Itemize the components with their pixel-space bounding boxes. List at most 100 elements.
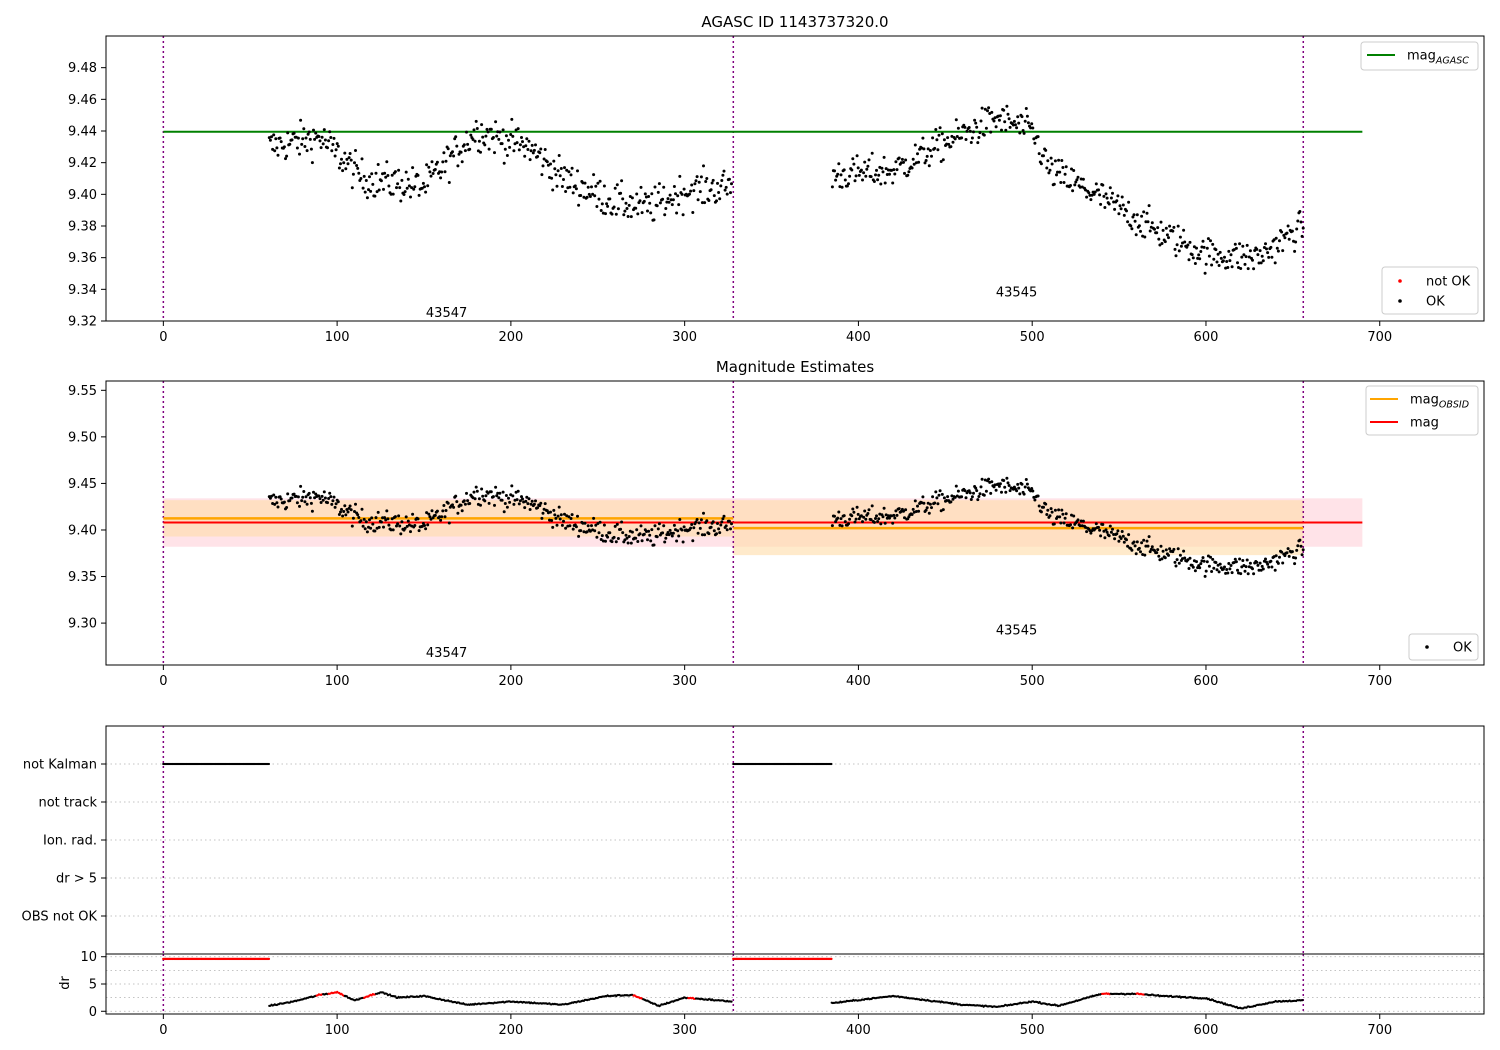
data-point [864, 174, 868, 178]
data-point [516, 127, 520, 131]
data-point [590, 185, 593, 189]
data-point [593, 529, 597, 533]
data-point [663, 213, 667, 217]
data-point [984, 489, 988, 493]
data-point [975, 125, 979, 129]
data-point [1251, 258, 1254, 262]
data-point [455, 144, 459, 148]
data-point [653, 185, 657, 189]
data-point [517, 502, 521, 506]
data-point [1058, 515, 1062, 519]
data-point [557, 505, 561, 509]
data-point [610, 212, 614, 216]
data-point [465, 491, 468, 495]
data-point [1049, 156, 1053, 160]
data-point [452, 154, 456, 158]
data-point [852, 510, 856, 514]
data-point [861, 178, 864, 182]
data-point [891, 181, 895, 185]
data-point [928, 149, 932, 152]
data-point [987, 106, 991, 110]
data-point [536, 155, 540, 158]
data-point [320, 494, 324, 498]
data-point [942, 138, 946, 142]
y-tick-label: 9.34 [68, 283, 97, 298]
flag-point [830, 762, 833, 766]
data-point [534, 143, 537, 147]
data-point [904, 158, 908, 162]
data-point [456, 511, 460, 515]
data-point [1159, 544, 1163, 548]
data-point [585, 530, 589, 534]
data-point [851, 157, 855, 161]
data-point [665, 200, 669, 204]
data-point [365, 196, 369, 200]
data-point [1195, 560, 1198, 564]
data-point [497, 496, 501, 500]
data-point [1173, 247, 1177, 251]
data-point [1270, 565, 1274, 569]
data-point [403, 526, 407, 530]
data-point [1144, 544, 1148, 548]
data-point [1072, 169, 1076, 172]
data-point [377, 525, 381, 529]
data-point [636, 540, 640, 543]
data-point [857, 517, 861, 521]
data-point [624, 533, 628, 537]
data-point [1046, 508, 1050, 512]
data-point [895, 168, 899, 172]
data-point [963, 125, 967, 129]
data-point [593, 194, 597, 198]
axes-frame [105, 35, 1485, 322]
flag-point [267, 762, 270, 766]
data-point [588, 529, 592, 533]
data-point [921, 495, 925, 499]
data-point [441, 509, 445, 513]
data-point [1176, 224, 1180, 228]
data-point [393, 170, 397, 174]
data-point [1005, 476, 1009, 480]
data-point [286, 131, 290, 135]
data-point [393, 515, 397, 519]
data-point [600, 202, 604, 206]
data-point [356, 513, 360, 517]
data-point [308, 137, 312, 141]
data-point [329, 136, 333, 139]
data-point [1071, 526, 1075, 530]
data-point [870, 151, 874, 155]
x-tick-label: 700 [1367, 1023, 1392, 1038]
x-tick-label: 700 [1367, 330, 1392, 345]
data-point [331, 499, 335, 503]
data-point [859, 514, 863, 518]
data-point [667, 200, 671, 204]
data-point [606, 204, 610, 208]
data-point [699, 175, 703, 179]
data-point [296, 136, 300, 140]
data-point [1061, 166, 1065, 169]
data-point [1037, 152, 1041, 156]
data-point [586, 524, 590, 528]
data-point [1118, 204, 1122, 208]
data-point [1203, 574, 1207, 578]
data-point [1203, 271, 1207, 275]
data-point [700, 533, 704, 537]
data-point [306, 132, 310, 136]
data-point [875, 168, 878, 172]
data-point [1161, 549, 1165, 553]
data-point [664, 536, 668, 540]
data-point [963, 489, 967, 493]
data-point [970, 136, 974, 140]
legend-marker-ok [1425, 645, 1429, 649]
data-point [441, 160, 445, 164]
data-point [676, 194, 680, 198]
data-point [848, 174, 852, 178]
data-point [1260, 564, 1264, 568]
data-point [510, 117, 514, 121]
data-point [924, 159, 928, 162]
data-point [678, 518, 682, 521]
data-point [880, 166, 884, 170]
data-point [298, 504, 301, 508]
data-point [528, 158, 532, 162]
data-point [1172, 225, 1176, 229]
data-point [892, 513, 896, 517]
